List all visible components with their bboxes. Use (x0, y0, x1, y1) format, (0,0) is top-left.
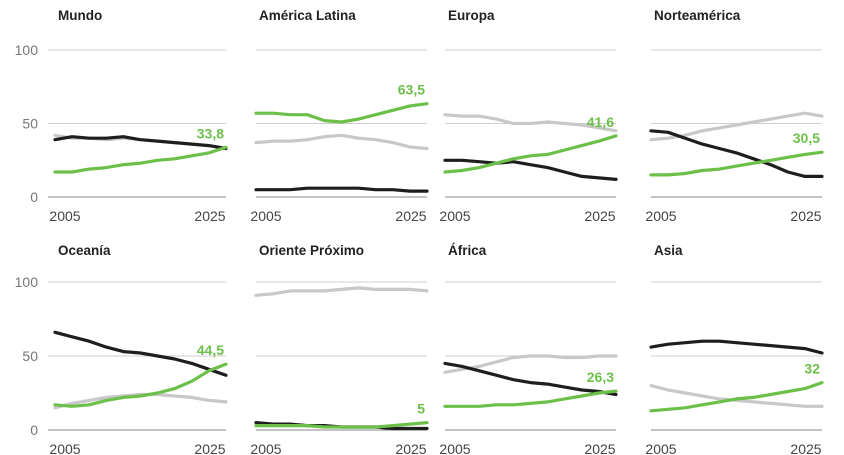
panel-title: Europa (448, 8, 495, 23)
panel-title: Oceanía (58, 243, 111, 258)
x-tick-label: 2005 (49, 441, 80, 455)
end-value-label: 26,3 (587, 369, 614, 385)
series-line-green (53, 362, 228, 408)
panel-title: Oriente Próximo (259, 243, 364, 258)
panel-title: África (448, 243, 487, 258)
x-tick-label: 2005 (439, 441, 470, 455)
x-tick-label: 2025 (395, 208, 426, 224)
series-line-black (649, 129, 824, 178)
end-value-label: 44,5 (197, 342, 224, 358)
end-value-label: 32 (804, 361, 820, 377)
y-tick-label: 100 (15, 42, 39, 58)
panel-title: Norteamérica (654, 8, 741, 23)
y-tick-label: 100 (15, 274, 39, 290)
x-tick-label: 2005 (645, 208, 676, 224)
series-line-gray (254, 133, 429, 151)
series-line-green (254, 102, 429, 124)
panel-title: América Latina (259, 8, 356, 23)
x-tick-label: 2025 (194, 208, 225, 224)
series-line-green (443, 389, 618, 408)
x-tick-label: 2025 (584, 441, 615, 455)
y-tick-label: 50 (22, 116, 38, 132)
x-tick-label: 2025 (584, 208, 615, 224)
x-tick-label: 2005 (439, 208, 470, 224)
end-value-label: 30,5 (793, 130, 820, 146)
x-tick-label: 2025 (194, 441, 225, 455)
panel-title: Mundo (58, 8, 102, 23)
panel-title: Asia (654, 243, 683, 258)
series-line-green (443, 134, 618, 174)
x-tick-label: 2005 (645, 441, 676, 455)
y-tick-label: 50 (22, 348, 38, 364)
series-line-green (53, 145, 228, 174)
series-line-black (649, 339, 824, 355)
series-line-black (53, 330, 228, 377)
end-value-label: 5 (417, 401, 425, 417)
series-line-black (443, 158, 618, 181)
series-line-gray (443, 354, 618, 374)
x-tick-label: 2005 (250, 441, 281, 455)
y-tick-label: 0 (30, 422, 38, 438)
end-value-label: 33,8 (197, 125, 224, 141)
series-line-black (443, 361, 618, 397)
x-tick-label: 2025 (790, 208, 821, 224)
end-value-label: 41,6 (587, 114, 614, 130)
series-line-black (53, 135, 228, 151)
x-tick-label: 2005 (49, 208, 80, 224)
series-line-green (649, 150, 824, 177)
y-tick-label: 0 (30, 189, 38, 205)
x-tick-label: 2025 (790, 441, 821, 455)
series-line-green (649, 381, 824, 413)
series-line-gray (254, 286, 429, 297)
series-line-gray (443, 113, 618, 133)
series-line-black (254, 186, 429, 193)
x-tick-label: 2005 (250, 208, 281, 224)
series-line-green (254, 421, 429, 429)
end-value-label: 63,5 (398, 82, 425, 98)
x-tick-label: 2025 (395, 441, 426, 455)
